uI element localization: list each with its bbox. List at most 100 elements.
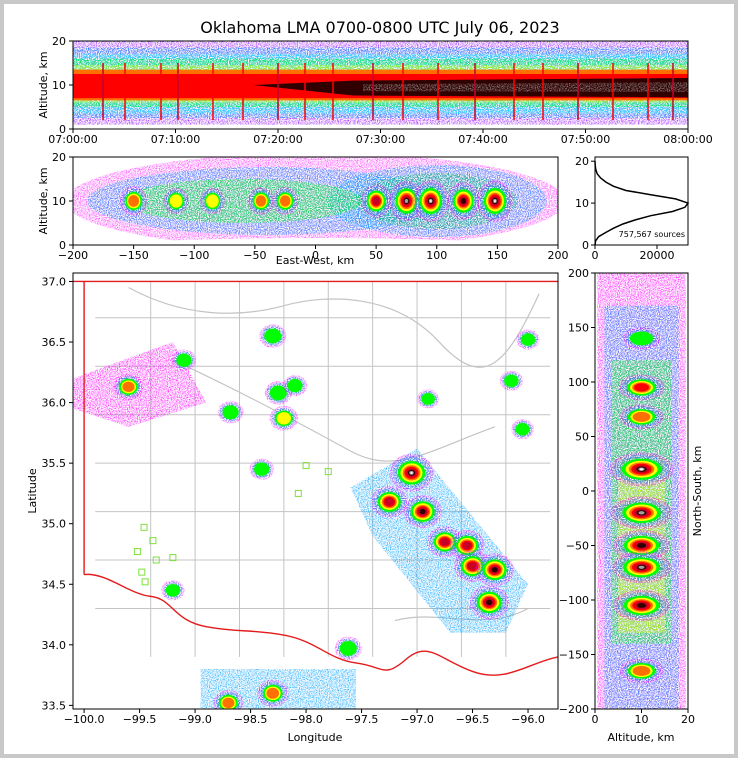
ns-y-tick-label: 100 xyxy=(568,376,589,389)
ns-storm-core xyxy=(610,496,673,530)
ns-storm-core-layer xyxy=(634,383,649,392)
plan-view-background xyxy=(73,273,558,709)
ew-x-tick-label: 50 xyxy=(369,249,383,262)
time-altitude-plot xyxy=(73,41,688,125)
pv-y-tick-label: 36.5 xyxy=(42,336,67,349)
lma-station-marker xyxy=(141,578,149,586)
ew-storm-core-layer xyxy=(206,194,219,208)
ns-storm-core-layer xyxy=(632,665,651,676)
storm-cell xyxy=(475,553,514,587)
ns-y-tick-label: −100 xyxy=(559,594,589,607)
ew-storm-core-layer xyxy=(404,198,409,204)
ns-storm-core-layer xyxy=(638,511,645,515)
ew-storm-core xyxy=(120,186,148,216)
ns-storm-core xyxy=(619,658,664,684)
ns-y-tick-label: 0 xyxy=(582,485,589,498)
ew-storm-core xyxy=(412,180,449,222)
pv-y-tick-label: 35.0 xyxy=(42,518,67,531)
pv-x-tick-label: −96.0 xyxy=(511,713,545,726)
lma-station-marker xyxy=(133,548,141,556)
ew-altitude-plot xyxy=(73,157,558,245)
ns-altitude-panel: 0 10 20 −200 −150 −100 −50 0 50 100 150 200 Altitu… xyxy=(559,267,704,744)
ew-x-tick-label: 100 xyxy=(426,249,447,262)
storm-cell-layer xyxy=(515,423,530,436)
storm-cell-layer xyxy=(504,374,519,387)
time-altitude-panel: 07:00:00 07:10:00 07:20:00 07:30:00 07:40:00… xyxy=(37,35,713,146)
pv-y-tick-label: 37.0 xyxy=(42,275,67,288)
histogram-curve xyxy=(594,161,690,246)
lma-station-marker xyxy=(169,554,177,562)
ew-storm-core-layer xyxy=(169,194,183,208)
plan-view-frame xyxy=(72,272,559,710)
ew-storm-core xyxy=(247,187,274,215)
ns-x-tick-label: 10 xyxy=(635,713,649,726)
ns-storm-core xyxy=(611,551,672,584)
ew-altitude-x-ticks: −200 −150 −100 −50 0 50 100 150 200 xyxy=(58,245,569,262)
plan-view-y-ticks: 33.5 34.0 34.5 35.0 35.5 36.0 36.5 37.0 xyxy=(42,275,73,712)
storm-cell xyxy=(282,375,308,397)
storm-cell-layer xyxy=(222,697,235,709)
ew-storm-core-layer xyxy=(429,199,432,203)
storm-cell xyxy=(213,689,244,709)
ew-x-tick-label: −100 xyxy=(179,249,209,262)
ns-storm-core-layer xyxy=(636,602,647,608)
ns-storm-core xyxy=(619,404,664,430)
storm-cell xyxy=(161,580,185,601)
lma-figure: Oklahoma LMA 0700-0800 UTC July 06, 2023… xyxy=(26,18,713,744)
ew-storm-core xyxy=(272,187,299,215)
storm-cell-layer xyxy=(421,393,435,405)
ew-y-tick-label: 10 xyxy=(52,195,66,208)
storm-cell-layer xyxy=(254,462,270,476)
ew-x-tick-label: −150 xyxy=(119,249,149,262)
ew-y-tick-label: 20 xyxy=(52,151,66,164)
ew-earth-curvature xyxy=(73,238,558,245)
ns-altitude-y-ticks: −200 −150 −100 −50 0 50 100 150 200 xyxy=(559,267,595,716)
storm-cell xyxy=(334,636,362,661)
ns-y-tick-label: −150 xyxy=(559,649,589,662)
storm-cell-layer xyxy=(462,541,472,550)
ta-x-tick-label: 07:40:00 xyxy=(458,133,507,146)
hist-y-tick-label: 10 xyxy=(575,197,589,210)
pv-x-tick-label: −99.0 xyxy=(178,713,212,726)
pv-y-tick-label: 33.5 xyxy=(42,699,67,712)
storm-cell-layer xyxy=(276,412,292,425)
ns-y-tick-label: 150 xyxy=(568,322,589,335)
ns-altitude-xlabel: Altitude, km xyxy=(607,731,674,744)
storm-cell-layer xyxy=(269,385,287,401)
ew-x-tick-label: 200 xyxy=(548,249,569,262)
storm-cell-layer xyxy=(468,562,477,570)
ew-storm-core xyxy=(199,187,225,215)
ta-y-tick-label: 10 xyxy=(52,79,66,92)
storm-cell-layer xyxy=(410,471,413,474)
hist-x-tick-label: 0 xyxy=(592,249,599,262)
ew-altitude-xlabel: East-West, km xyxy=(276,254,354,267)
ew-storm-core-layer xyxy=(493,199,496,203)
storm-cell-layer xyxy=(122,381,135,393)
storm-cell xyxy=(389,453,434,492)
storm-cell xyxy=(269,405,299,431)
time-altitude-x-ticks: 07:00:00 07:10:00 07:20:00 07:30:00 07:40:00… xyxy=(48,129,713,146)
histogram-x-ticks: 0 20000 xyxy=(592,245,675,262)
storm-cell-layer xyxy=(491,567,498,573)
ew-altitude-panel: −200 −150 −100 −50 0 50 100 150 200 0 10 20 East-W… xyxy=(37,151,569,267)
ta-x-tick-label: 08:00:00 xyxy=(663,133,712,146)
storm-cell xyxy=(510,419,534,440)
time-altitude-y-ticks: 0 10 20 xyxy=(52,35,73,136)
ns-storm-core-layer xyxy=(638,565,645,569)
ew-storm-core-layer xyxy=(279,195,291,207)
ta-x-tick-label: 07:50:00 xyxy=(561,133,610,146)
storm-cell-layer xyxy=(440,538,450,546)
ew-altitude-ylabel: Altitude, km xyxy=(37,167,50,234)
lma-station-marker xyxy=(294,489,302,497)
ta-x-tick-label: 07:30:00 xyxy=(356,133,405,146)
ns-altitude-plot xyxy=(597,273,686,709)
lma-station-marker xyxy=(324,468,332,476)
pv-y-tick-label: 36.0 xyxy=(42,397,67,410)
storm-cell-layer xyxy=(384,498,394,506)
ew-storm-core-layer xyxy=(128,195,140,207)
storm-cell xyxy=(171,349,197,371)
ta-x-tick-label: 07:00:00 xyxy=(48,133,97,146)
storm-cell xyxy=(499,370,523,391)
storm-cell xyxy=(370,485,408,518)
pv-x-tick-label: −96.5 xyxy=(456,713,490,726)
